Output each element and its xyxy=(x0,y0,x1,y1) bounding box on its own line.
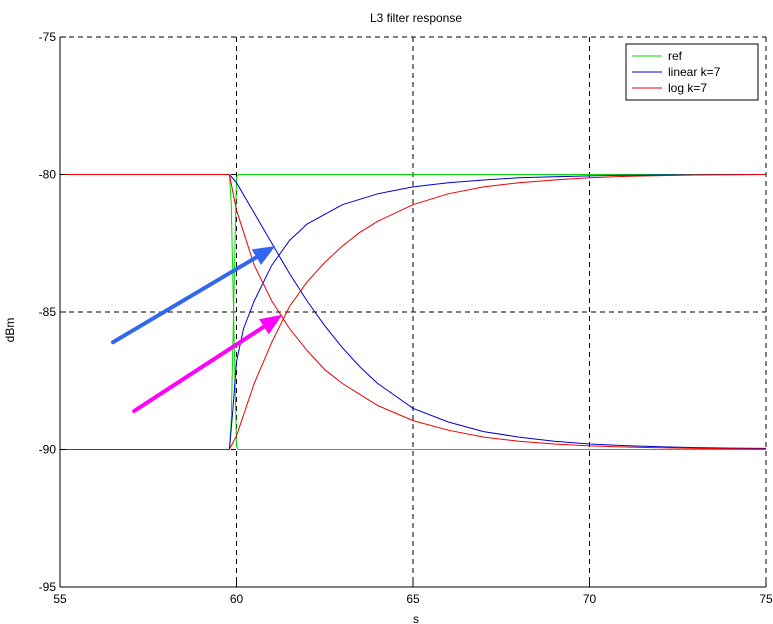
series-line-linear-k-7 xyxy=(60,174,767,450)
x-tick-label: 70 xyxy=(583,592,597,606)
y-tick-label: -75 xyxy=(39,30,57,44)
series-line-linear-k-7 xyxy=(60,174,767,449)
series-line-log-k-7 xyxy=(60,174,767,450)
plot-area: 55 60 65 70 75 -95 -90 -85 -80 -75 ref linear k=7 lo… xyxy=(39,30,773,606)
x-tick-label: 55 xyxy=(53,592,67,606)
legend: ref linear k=7 log k=7 xyxy=(625,43,759,101)
x-tick-label: 65 xyxy=(406,592,420,606)
annotation-arrow-shaft xyxy=(110,255,259,345)
series-line-log-k-7 xyxy=(60,174,767,450)
annotation-arrow-shaft xyxy=(132,324,266,413)
x-tick-label: 60 xyxy=(230,592,244,606)
annotation-arrow-head xyxy=(251,246,276,265)
chart-title: L3 filter response xyxy=(370,11,462,25)
x-tick-label: 75 xyxy=(759,592,773,606)
y-axis-label: dBm xyxy=(3,318,17,343)
y-tick-label: -90 xyxy=(39,443,57,457)
y-tick-label: -85 xyxy=(39,305,57,319)
legend-label: ref xyxy=(668,49,683,63)
y-tick-label: -95 xyxy=(39,580,57,594)
legend-label: linear k=7 xyxy=(668,65,721,79)
legend-label: log k=7 xyxy=(668,81,707,95)
y-tick-label: -80 xyxy=(39,168,57,182)
annotation-arrow-head xyxy=(259,314,283,335)
x-axis-label: s xyxy=(413,612,419,624)
legend-box xyxy=(625,43,759,101)
